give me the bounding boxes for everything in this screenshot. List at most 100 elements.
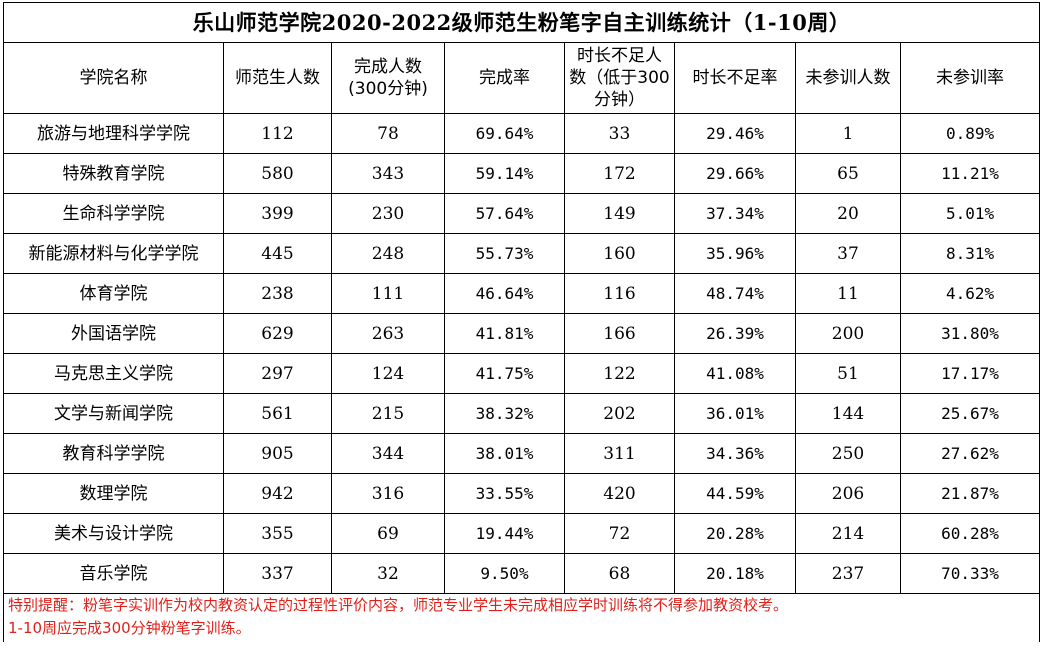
cell-college: 马克思主义学院 <box>3 353 224 394</box>
cell-absent: 214 <box>795 513 901 554</box>
cell-short-rate: 35.96% <box>674 233 796 274</box>
header-completed-line1: 完成人数 <box>354 57 422 77</box>
cell-short: 149 <box>564 193 675 234</box>
cell-students: 238 <box>223 273 332 314</box>
cell-short-rate: 44.59% <box>674 473 796 514</box>
cell-students: 629 <box>223 313 332 354</box>
cell-short: 311 <box>564 433 675 474</box>
cell-completed: 344 <box>331 433 445 474</box>
cell-absent-rate: 8.31% <box>899 233 1041 274</box>
cell-absent: 206 <box>795 473 901 514</box>
cell-completion-rate: 9.50% <box>444 553 565 594</box>
cell-completion-rate: 38.32% <box>444 393 565 434</box>
cell-short: 166 <box>564 313 675 354</box>
table-row: 音乐学院 337 32 9.50% 68 20.18% 237 70.33% <box>3 553 1041 594</box>
cell-short-rate: 36.01% <box>674 393 796 434</box>
cell-short-rate: 29.66% <box>674 153 796 194</box>
cell-college: 教育科学学院 <box>3 433 224 474</box>
note-cell: 特别提醒：粉笔字实训作为校内教资认定的过程性评价内容，师范专业学生未完成相应学时… <box>2 593 1041 642</box>
cell-completion-rate: 69.64% <box>444 113 565 154</box>
cell-students: 297 <box>223 353 332 394</box>
cell-college: 特殊教育学院 <box>3 153 224 194</box>
cell-completion-rate: 46.64% <box>444 273 565 314</box>
cell-absent: 144 <box>795 393 901 434</box>
table-row: 新能源材料与化学学院 445 248 55.73% 160 35.96% 37 8.31% <box>3 233 1041 274</box>
table-row: 教育科学学院 905 344 38.01% 311 34.36% 250 27.62% <box>3 433 1041 474</box>
cell-short-rate: 20.18% <box>674 553 796 594</box>
header-short-line2: 数（低于300 <box>569 68 670 88</box>
header-row: 学院名称 师范生人数 完成人数 (300分钟) 完成率 时长不足人 数（低于30… <box>3 42 1041 114</box>
header-absent-rate: 未参训率 <box>899 42 1041 114</box>
cell-absent: 1 <box>795 113 901 154</box>
cell-absent-rate: 21.87% <box>899 473 1041 514</box>
header-short-rate: 时长不足率 <box>674 42 796 114</box>
cell-students: 905 <box>223 433 332 474</box>
cell-absent-rate: 4.62% <box>899 273 1041 314</box>
cell-short: 68 <box>564 553 675 594</box>
cell-completion-rate: 41.81% <box>444 313 565 354</box>
cell-absent-rate: 25.67% <box>899 393 1041 434</box>
cell-short: 72 <box>564 513 675 554</box>
table-row: 生命科学学院 399 230 57.64% 149 37.34% 20 5.01% <box>3 193 1041 234</box>
cell-students: 445 <box>223 233 332 274</box>
cell-completion-rate: 57.64% <box>444 193 565 234</box>
table-row: 文学与新闻学院 561 215 38.32% 202 36.01% 144 25.67% <box>3 393 1041 434</box>
cell-college: 数理学院 <box>3 473 224 514</box>
cell-college: 外国语学院 <box>3 313 224 354</box>
cell-students: 355 <box>223 513 332 554</box>
cell-college: 音乐学院 <box>3 553 224 594</box>
cell-college: 新能源材料与化学学院 <box>3 233 224 274</box>
cell-absent: 65 <box>795 153 901 194</box>
header-completed: 完成人数 (300分钟) <box>331 42 445 114</box>
cell-college: 美术与设计学院 <box>3 513 224 554</box>
cell-completion-rate: 55.73% <box>444 233 565 274</box>
cell-absent-rate: 0.89% <box>899 113 1041 154</box>
cell-short: 160 <box>564 233 675 274</box>
cell-short: 116 <box>564 273 675 314</box>
table-row: 体育学院 238 111 46.64% 116 48.74% 11 4.62% <box>3 273 1041 314</box>
note-row: 特别提醒：粉笔字实训作为校内教资认定的过程性评价内容，师范专业学生未完成相应学时… <box>2 593 1041 642</box>
table-row: 马克思主义学院 297 124 41.75% 122 41.08% 51 17.17% <box>3 353 1041 394</box>
cell-students: 561 <box>223 393 332 434</box>
stats-table: 乐山师范学院2020-2022级师范生粉笔字自主训练统计（1-10周） 学院名称… <box>2 2 1041 642</box>
cell-completed: 111 <box>331 273 445 314</box>
cell-short: 202 <box>564 393 675 434</box>
cell-short-rate: 29.46% <box>674 113 796 154</box>
cell-completed: 32 <box>331 553 445 594</box>
cell-absent-rate: 60.28% <box>899 513 1041 554</box>
header-completion-rate: 完成率 <box>444 42 565 114</box>
table-row: 外国语学院 629 263 41.81% 166 26.39% 200 31.80% <box>3 313 1041 354</box>
note-line1: 特别提醒：粉笔字实训作为校内教资认定的过程性评价内容，师范专业学生未完成相应学时… <box>8 596 789 614</box>
cell-absent: 11 <box>795 273 901 314</box>
cell-absent: 250 <box>795 433 901 474</box>
cell-absent-rate: 5.01% <box>899 193 1041 234</box>
cell-absent: 37 <box>795 233 901 274</box>
header-short-line3: 分钟） <box>594 90 645 110</box>
cell-completion-rate: 59.14% <box>444 153 565 194</box>
cell-completion-rate: 19.44% <box>444 513 565 554</box>
cell-completed: 124 <box>331 353 445 394</box>
cell-completion-rate: 41.75% <box>444 353 565 394</box>
table-row: 特殊教育学院 580 343 59.14% 172 29.66% 65 11.21% <box>3 153 1041 194</box>
cell-completed: 78 <box>331 113 445 154</box>
cell-completed: 263 <box>331 313 445 354</box>
cell-short: 122 <box>564 353 675 394</box>
cell-completion-rate: 38.01% <box>444 433 565 474</box>
table-row: 旅游与地理科学学院 112 78 69.64% 33 29.46% 1 0.89% <box>3 113 1041 154</box>
cell-absent-rate: 27.62% <box>899 433 1041 474</box>
cell-short-rate: 48.74% <box>674 273 796 314</box>
cell-absent: 200 <box>795 313 901 354</box>
header-college: 学院名称 <box>3 42 224 114</box>
cell-college: 文学与新闻学院 <box>3 393 224 434</box>
table-title: 乐山师范学院2020-2022级师范生粉笔字自主训练统计（1-10周） <box>2 2 1041 43</box>
cell-completed: 316 <box>331 473 445 514</box>
header-completed-line2: (300分钟) <box>348 79 428 99</box>
header-students: 师范生人数 <box>223 42 332 114</box>
cell-college: 体育学院 <box>3 273 224 314</box>
cell-absent-rate: 31.80% <box>899 313 1041 354</box>
cell-absent: 237 <box>795 553 901 594</box>
cell-students: 580 <box>223 153 332 194</box>
cell-short: 420 <box>564 473 675 514</box>
cell-completed: 215 <box>331 393 445 434</box>
cell-students: 942 <box>223 473 332 514</box>
